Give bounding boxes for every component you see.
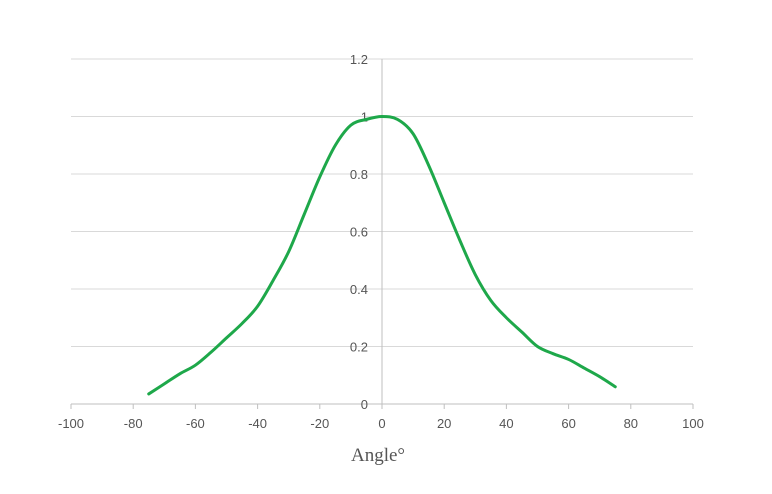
x-tick-label: -20	[310, 416, 329, 431]
y-tick-label: 0.8	[350, 167, 368, 182]
x-tick-label: 60	[561, 416, 575, 431]
x-tick-label: 80	[624, 416, 638, 431]
series-line-0	[147, 115, 617, 396]
x-tick-label: 0	[378, 416, 385, 431]
x-tick-label: 100	[682, 416, 704, 431]
x-tick-label: -60	[186, 416, 205, 431]
x-tick-label: 40	[499, 416, 513, 431]
x-tick-label: 20	[437, 416, 451, 431]
x-axis-title: Angle°	[351, 445, 405, 466]
y-tick-label: 0	[361, 397, 368, 412]
y-tick-label: 0.6	[350, 225, 368, 240]
y-tick-label: 1	[361, 110, 368, 125]
x-tick-label: -40	[248, 416, 267, 431]
x-tick-label: -80	[124, 416, 143, 431]
y-tick-label: 1.2	[350, 52, 368, 67]
x-tick-label: -100	[58, 416, 84, 431]
y-tick-label: 0.2	[350, 340, 368, 355]
y-tick-label: 0.4	[350, 282, 368, 297]
